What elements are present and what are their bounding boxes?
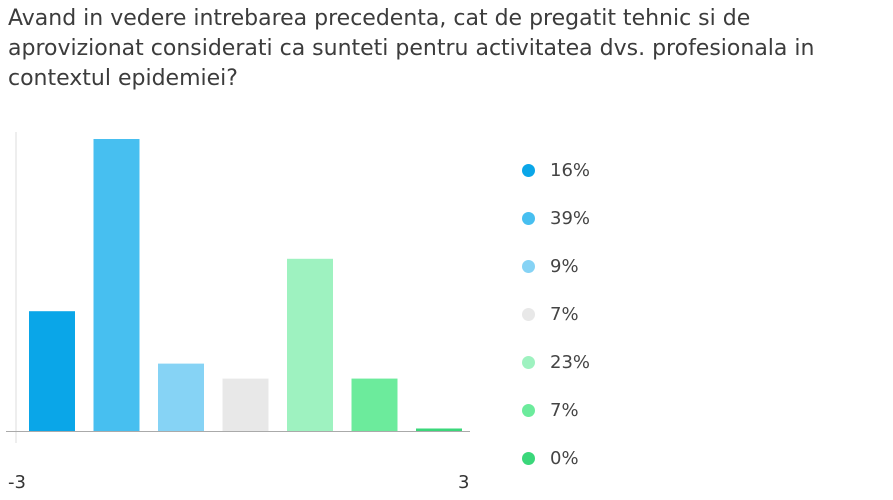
legend-label: 9%: [550, 255, 579, 277]
legend-dot-icon: [522, 451, 535, 465]
legend-dot-icon: [522, 259, 535, 273]
bar-7: [416, 428, 462, 431]
legend-dot-icon: [522, 307, 535, 321]
legend-label: 23%: [550, 351, 591, 373]
x-tick-label-min: -3: [8, 472, 26, 493]
bar-2: [93, 139, 140, 431]
chart-legend: 16% 39% 9% 7% 23% 7% 0%: [522, 146, 590, 482]
x-tick-label-max: 3: [458, 472, 470, 493]
bar-1: [29, 311, 75, 431]
legend-label: 39%: [550, 207, 591, 229]
bar-4: [222, 378, 269, 431]
bar-6: [351, 378, 398, 431]
legend-dot-icon: [522, 403, 535, 417]
legend-item: 23%: [522, 338, 590, 386]
legend-item: 39%: [522, 194, 590, 242]
legend-label: 16%: [550, 159, 591, 181]
legend-label: 7%: [550, 303, 579, 325]
legend-item: 0%: [522, 434, 590, 482]
legend-dot-icon: [522, 211, 535, 225]
legend-item: 9%: [522, 242, 590, 290]
bar-5: [287, 258, 333, 431]
legend-item: 7%: [522, 290, 590, 338]
legend-dot-icon: [522, 163, 535, 177]
legend-dot-icon: [522, 355, 535, 369]
bar-chart: [6, 132, 470, 443]
question-title: Avand in vedere intrebarea precedenta, c…: [8, 6, 815, 91]
bar-3: [158, 363, 204, 431]
bars-group: [29, 139, 462, 431]
legend-label: 0%: [550, 447, 579, 469]
legend-item: 16%: [522, 146, 590, 194]
legend-label: 7%: [550, 399, 579, 421]
legend-item: 7%: [522, 386, 590, 434]
